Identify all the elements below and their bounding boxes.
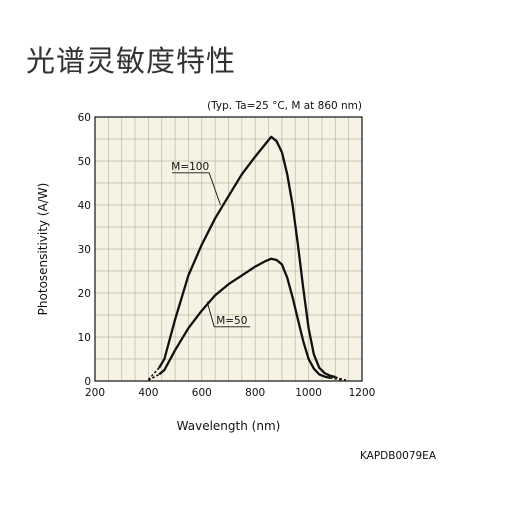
series-label-leader [206,301,215,327]
y-axis-label: Photosensitivity (A/W) [36,183,50,316]
series-label: M=100 [171,161,209,173]
series-dashed-start [148,373,160,381]
x-tick-label: 800 [245,387,265,399]
y-tick-label: 40 [78,200,91,212]
y-tick-label: 10 [78,332,91,344]
x-axis-label: Wavelength (nm) [177,419,281,433]
series-labels: M=100 M=50 [171,161,251,328]
y-tick-label: 30 [78,244,91,256]
axis-ticks: 200 400 600 800 1000 1200 0 10 20 30 40 50 60 [78,112,376,399]
series-group [147,135,347,381]
y-tick-label: 0 [84,376,91,388]
chart-grid [95,117,362,381]
series-label-leader [208,172,221,206]
x-tick-label: 1200 [349,387,376,399]
series-label: M=50 [216,315,247,327]
series-line [158,257,331,380]
y-tick-label: 50 [78,156,91,168]
y-tick-label: 60 [78,112,91,124]
page-heading: 光谱灵敏度特性 [26,44,237,78]
x-tick-label: 400 [138,387,158,399]
x-tick-label: 600 [192,387,212,399]
x-tick-label: 1000 [295,387,322,399]
series-line [158,135,336,379]
y-tick-label: 20 [78,288,91,300]
figure-code: KAPDB0079EA [360,450,437,462]
plot-frame [94,116,363,382]
x-tick-label: 200 [85,387,105,399]
condition-note: (Typ. Ta=25 °C, M at 860 nm) [207,100,362,112]
series-dashed-end [335,376,347,381]
